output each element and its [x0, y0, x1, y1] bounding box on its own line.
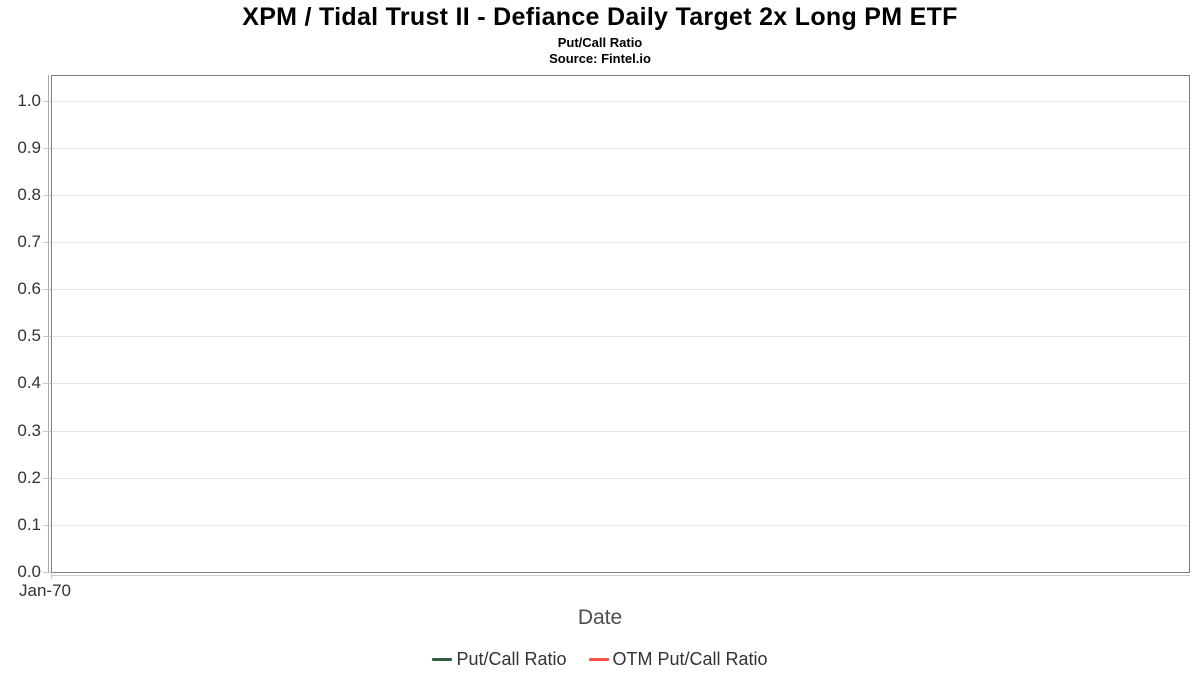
- y-gridline: [52, 101, 1189, 102]
- y-gridline: [52, 525, 1189, 526]
- x-axis-line: [51, 575, 1190, 576]
- y-axis-tick: [43, 431, 51, 432]
- series-line-swatch-icon: [588, 657, 609, 661]
- legend-label: OTM Put/Call Ratio: [612, 648, 768, 669]
- y-axis-tick: [43, 336, 51, 337]
- x-axis-tick: [51, 572, 52, 579]
- y-axis-tick: [43, 148, 51, 149]
- chart-title: XPM / Tidal Trust II - Defiance Daily Ta…: [242, 3, 958, 31]
- y-tick-label: 0.9: [17, 138, 41, 157]
- y-axis-tick: [43, 289, 51, 290]
- y-gridline: [52, 478, 1189, 479]
- y-axis-tick: [43, 525, 51, 526]
- y-axis-tick: [43, 101, 51, 102]
- y-tick-label: 0.2: [17, 468, 41, 487]
- y-tick-label: 0.4: [17, 373, 41, 392]
- y-tick-label: 0.1: [17, 515, 41, 534]
- y-tick-label: 0.5: [17, 326, 41, 345]
- y-tick-label: 0.8: [17, 185, 41, 204]
- y-gridline: [52, 383, 1189, 384]
- y-gridline: [52, 336, 1189, 337]
- series-line-swatch-icon: [432, 657, 453, 661]
- chart-source-note: Source: Fintel.io: [549, 51, 651, 66]
- y-axis-tick: [43, 195, 51, 196]
- y-gridline: [52, 195, 1189, 196]
- y-gridline: [52, 148, 1189, 149]
- y-tick-label: 0.3: [17, 421, 41, 440]
- y-axis-tick: [43, 383, 51, 384]
- y-axis-tick: [43, 572, 51, 573]
- y-tick-label: 0.6: [17, 279, 41, 298]
- legend: Put/Call Ratio OTM Put/Call Ratio: [0, 646, 1200, 672]
- y-gridline: [52, 242, 1189, 243]
- y-gridline: [52, 431, 1189, 432]
- x-tick-label: Jan-70: [19, 581, 71, 600]
- legend-item-otm-put-call-ratio[interactable]: OTM Put/Call Ratio: [588, 648, 768, 670]
- y-tick-label: 1.0: [17, 91, 41, 110]
- y-axis-tick: [43, 478, 51, 479]
- y-tick-label: 0.0: [17, 562, 41, 581]
- y-gridline: [52, 289, 1189, 290]
- plot-area[interactable]: 0.0 0.1 0.2 0.3 0.4 0.5 0.6 0.7 0.8 0.9 1.0: [17, 75, 1190, 581]
- y-axis-line: [48, 75, 49, 573]
- chart-subtitle: Put/Call Ratio: [557, 35, 643, 50]
- y-axis-tick: [43, 242, 51, 243]
- legend-item-put-call-ratio[interactable]: Put/Call Ratio: [432, 648, 567, 670]
- y-tick-label: 0.7: [17, 232, 41, 251]
- x-axis-title: Date: [577, 606, 623, 629]
- legend-label: Put/Call Ratio: [456, 648, 567, 669]
